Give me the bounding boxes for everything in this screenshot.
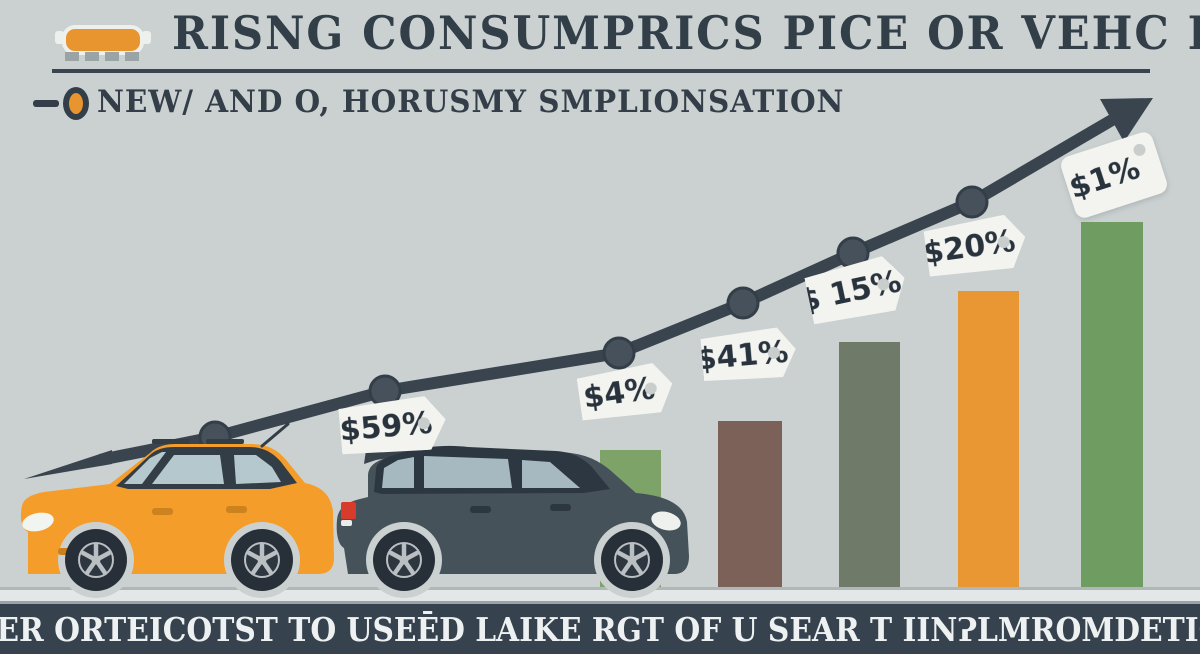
wheel-icon bbox=[601, 529, 663, 591]
bar-4 bbox=[958, 291, 1019, 590]
bar-5 bbox=[1081, 222, 1143, 590]
wheel-icon bbox=[373, 529, 435, 591]
banner-top-edge bbox=[0, 601, 1200, 604]
subtitle-dash-icon bbox=[33, 100, 59, 107]
footer-caption: EGER ORTEICOTST TO USEĒD LAIKE RGT OF U … bbox=[0, 609, 1200, 649]
door-handle-icon bbox=[470, 506, 491, 513]
subtitle-text: NEW/ AND O, HORUSMY SMPLIONSATION bbox=[97, 84, 845, 120]
price-tag-label: $4% bbox=[581, 370, 658, 416]
door-handle-icon bbox=[152, 508, 173, 515]
icon-car-wheels bbox=[65, 52, 145, 61]
antenna-icon bbox=[260, 422, 290, 448]
ground-strip bbox=[0, 590, 1200, 601]
icon-left-mirror bbox=[55, 31, 64, 44]
headlight-icon bbox=[22, 512, 54, 532]
arrowhead-icon bbox=[1100, 98, 1153, 142]
bar-3 bbox=[839, 342, 900, 590]
price-tag-label: $59% bbox=[338, 405, 434, 449]
orange-car-illustration bbox=[20, 422, 335, 598]
car-top-view-icon bbox=[54, 22, 154, 64]
price-tag-label: $1% bbox=[1064, 150, 1145, 206]
door-handle-icon bbox=[550, 504, 571, 511]
icon-right-mirror bbox=[142, 31, 151, 44]
headlight-icon bbox=[651, 511, 681, 531]
door-handle-icon bbox=[226, 506, 247, 513]
trend-line bbox=[98, 114, 1116, 466]
wheel-icon bbox=[65, 529, 127, 591]
page-title: RISNG CONSUMPRICS PICE OR VEHC LES bbox=[172, 6, 1200, 60]
footer-banner: EGER ORTEICOTST TO USEĒD LAIKE RGT OF U … bbox=[0, 604, 1200, 654]
ground-line bbox=[0, 587, 1200, 590]
icon-car-body bbox=[62, 25, 144, 55]
wheel-icon bbox=[231, 529, 293, 591]
title-divider bbox=[52, 69, 1150, 73]
taillight-icon bbox=[341, 502, 356, 519]
gray-car-illustration bbox=[336, 443, 689, 598]
arrow-tail bbox=[24, 450, 112, 479]
subtitle-bullet-icon bbox=[63, 87, 89, 120]
bar-2 bbox=[718, 421, 782, 590]
